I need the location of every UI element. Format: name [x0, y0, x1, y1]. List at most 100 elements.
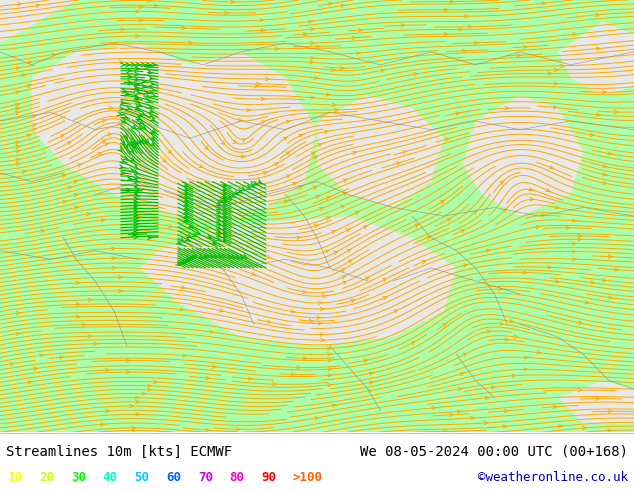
- FancyArrowPatch shape: [368, 390, 373, 392]
- FancyArrowPatch shape: [221, 196, 226, 200]
- FancyArrowPatch shape: [134, 213, 139, 217]
- FancyArrowPatch shape: [249, 183, 254, 187]
- FancyArrowPatch shape: [141, 79, 146, 83]
- FancyArrowPatch shape: [474, 41, 479, 45]
- FancyArrowPatch shape: [403, 150, 407, 154]
- FancyArrowPatch shape: [315, 416, 320, 420]
- FancyArrowPatch shape: [238, 254, 243, 258]
- FancyArrowPatch shape: [176, 262, 181, 266]
- Text: Streamlines 10m [kts] ECMWF: Streamlines 10m [kts] ECMWF: [6, 445, 233, 459]
- FancyArrowPatch shape: [36, 4, 41, 7]
- FancyArrowPatch shape: [15, 103, 20, 106]
- FancyArrowPatch shape: [222, 187, 226, 191]
- FancyArrowPatch shape: [138, 103, 143, 107]
- FancyArrowPatch shape: [134, 219, 139, 223]
- FancyArrowPatch shape: [226, 254, 231, 258]
- FancyArrowPatch shape: [529, 188, 534, 191]
- FancyArrowPatch shape: [190, 254, 195, 258]
- FancyArrowPatch shape: [105, 410, 110, 413]
- FancyArrowPatch shape: [149, 76, 154, 80]
- FancyArrowPatch shape: [122, 119, 127, 123]
- FancyArrowPatch shape: [205, 146, 208, 149]
- FancyArrowPatch shape: [146, 63, 152, 67]
- FancyArrowPatch shape: [134, 190, 139, 194]
- FancyArrowPatch shape: [261, 29, 265, 32]
- FancyArrowPatch shape: [126, 359, 131, 362]
- FancyArrowPatch shape: [131, 140, 136, 145]
- FancyArrowPatch shape: [150, 136, 155, 141]
- FancyArrowPatch shape: [132, 233, 137, 237]
- FancyArrowPatch shape: [76, 315, 81, 318]
- FancyArrowPatch shape: [144, 91, 149, 94]
- FancyArrowPatch shape: [185, 258, 190, 262]
- FancyArrowPatch shape: [311, 41, 314, 45]
- FancyArrowPatch shape: [162, 159, 166, 162]
- FancyArrowPatch shape: [458, 388, 463, 391]
- FancyArrowPatch shape: [98, 152, 101, 155]
- FancyArrowPatch shape: [94, 342, 98, 345]
- FancyArrowPatch shape: [134, 179, 139, 183]
- FancyArrowPatch shape: [241, 155, 245, 158]
- FancyArrowPatch shape: [117, 112, 122, 116]
- Text: 60: 60: [166, 471, 181, 484]
- FancyArrowPatch shape: [120, 63, 126, 67]
- FancyArrowPatch shape: [432, 406, 436, 410]
- FancyArrowPatch shape: [286, 152, 290, 155]
- FancyArrowPatch shape: [40, 354, 44, 357]
- FancyArrowPatch shape: [134, 97, 139, 100]
- FancyArrowPatch shape: [463, 353, 467, 356]
- FancyArrowPatch shape: [500, 181, 503, 185]
- FancyArrowPatch shape: [253, 181, 257, 185]
- FancyArrowPatch shape: [146, 95, 151, 98]
- FancyArrowPatch shape: [579, 321, 583, 324]
- FancyArrowPatch shape: [311, 56, 315, 60]
- FancyArrowPatch shape: [188, 41, 193, 45]
- FancyArrowPatch shape: [134, 225, 139, 229]
- FancyArrowPatch shape: [134, 72, 139, 76]
- FancyArrowPatch shape: [212, 365, 217, 368]
- FancyArrowPatch shape: [364, 359, 368, 363]
- FancyArrowPatch shape: [134, 107, 140, 111]
- FancyArrowPatch shape: [130, 404, 134, 408]
- FancyArrowPatch shape: [222, 183, 226, 187]
- FancyArrowPatch shape: [602, 278, 607, 282]
- FancyArrowPatch shape: [335, 108, 339, 112]
- FancyArrowPatch shape: [514, 335, 519, 339]
- FancyArrowPatch shape: [505, 106, 509, 110]
- FancyArrowPatch shape: [135, 106, 140, 110]
- FancyArrowPatch shape: [590, 133, 595, 137]
- FancyArrowPatch shape: [134, 88, 139, 92]
- FancyArrowPatch shape: [22, 74, 26, 77]
- FancyArrowPatch shape: [303, 357, 307, 360]
- FancyArrowPatch shape: [146, 65, 151, 69]
- FancyArrowPatch shape: [148, 236, 153, 240]
- FancyArrowPatch shape: [308, 20, 313, 23]
- FancyArrowPatch shape: [304, 32, 307, 36]
- FancyArrowPatch shape: [353, 151, 357, 154]
- FancyArrowPatch shape: [396, 162, 401, 165]
- FancyArrowPatch shape: [322, 294, 327, 298]
- FancyArrowPatch shape: [352, 36, 356, 40]
- FancyArrowPatch shape: [503, 209, 506, 212]
- FancyArrowPatch shape: [537, 351, 541, 354]
- FancyArrowPatch shape: [234, 191, 238, 195]
- FancyArrowPatch shape: [246, 186, 250, 189]
- FancyArrowPatch shape: [150, 117, 155, 122]
- FancyArrowPatch shape: [32, 115, 37, 119]
- FancyArrowPatch shape: [126, 370, 131, 374]
- FancyArrowPatch shape: [199, 165, 203, 168]
- FancyArrowPatch shape: [120, 61, 124, 64]
- FancyArrowPatch shape: [150, 130, 155, 135]
- FancyArrowPatch shape: [154, 4, 158, 7]
- FancyArrowPatch shape: [332, 103, 337, 107]
- FancyArrowPatch shape: [132, 125, 136, 130]
- FancyArrowPatch shape: [63, 200, 67, 203]
- FancyArrowPatch shape: [185, 237, 190, 241]
- FancyArrowPatch shape: [320, 333, 325, 336]
- FancyArrowPatch shape: [106, 368, 110, 372]
- FancyArrowPatch shape: [127, 74, 133, 78]
- FancyArrowPatch shape: [309, 61, 314, 64]
- FancyArrowPatch shape: [445, 138, 450, 141]
- Polygon shape: [32, 43, 317, 225]
- FancyArrowPatch shape: [351, 299, 356, 303]
